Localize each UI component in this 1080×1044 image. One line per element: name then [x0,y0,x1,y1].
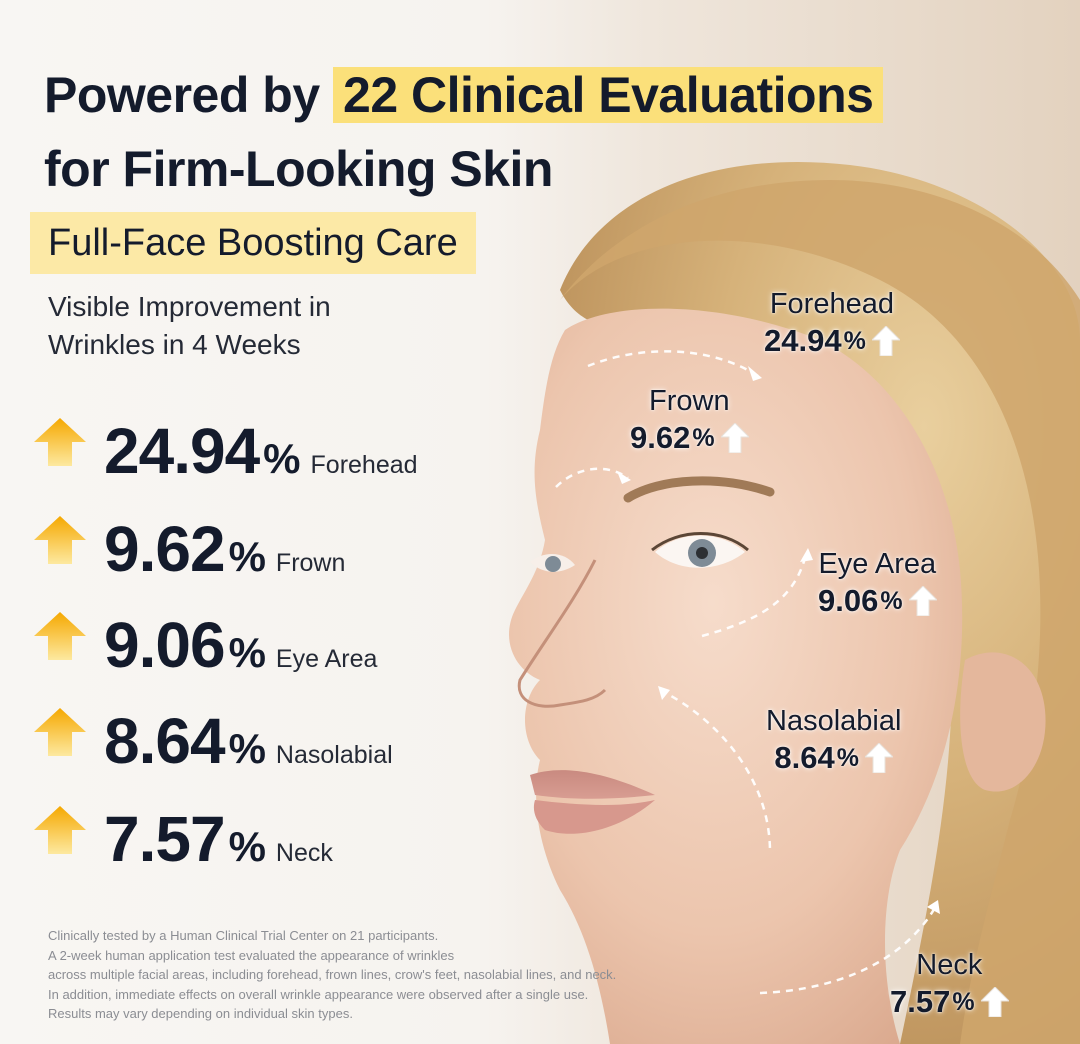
headline: Powered by 22 Clinical Evaluations for F… [44,58,884,206]
stat-label: Eye Area [275,645,378,673]
clinical-disclaimer: Clinically tested by a Human Clinical Tr… [48,926,708,1024]
up-arrow-icon [34,418,86,466]
stat-label: Neck [275,839,333,867]
headline-line-1: Powered by 22 Clinical Evaluations [44,58,884,132]
callout-name: Nasolabial [766,705,902,737]
callout-frown: Frown 9.62% [630,384,749,458]
stat-label: Nasolabial [275,741,393,769]
stat-frown: 9.62% Frown [34,512,346,585]
up-arrow-icon [34,516,86,564]
up-arrow-icon [34,806,86,854]
headline-line-2: for Firm-Looking Skin [44,141,553,197]
stat-value: 9.06 [104,609,226,681]
footnote-line: Results may vary depending on individual… [48,1006,353,1021]
stat-value: 7.57 [104,803,226,875]
footnote-line: In addition, immediate effects on overal… [48,986,589,1002]
callout-name: Frown [649,385,730,417]
improvement-description: Visible Improvement in Wrinkles in 4 Wee… [48,288,331,364]
callout-forehead: Forehead 24.94% [764,287,900,361]
white-up-arrow-icon [865,743,893,773]
callout-unit: % [880,587,903,615]
callout-value: 9.06 [818,583,879,618]
stat-nasolabial: 8.64% Nasolabial [34,704,393,777]
callout-unit: % [692,424,715,452]
white-up-arrow-icon [720,423,749,453]
up-arrow-icon [34,612,86,660]
stat-unit: % [228,533,266,580]
footnote-line: Clinically tested by a Human Clinical Tr… [48,928,439,943]
callout-unit: % [952,988,975,1016]
stat-unit: % [228,629,266,676]
headline-prefix: Powered by [44,67,320,123]
callout-nasolabial: Nasolabial 8.64% [766,704,901,778]
footnote-line: A 2-week human application test evaluate… [48,947,455,963]
callout-neck: Neck 7.57% [890,948,1009,1022]
stat-value: 8.64 [104,705,226,777]
callout-value: 9.62 [630,420,691,455]
stat-neck: 7.57% Neck [34,802,333,875]
headline-highlight: 22 Clinical Evaluations [333,67,884,123]
stat-unit: % [263,435,301,482]
stat-label: Forehead [310,451,418,479]
stat-eye-area: 9.06% Eye Area [34,608,378,681]
kicker-line-2: Wrinkles in 4 Weeks [48,329,301,360]
white-up-arrow-icon [871,326,900,356]
callout-value: 24.94 [764,323,842,358]
callout-name: Neck [916,949,983,981]
subtitle-banner: Full-Face Boosting Care [30,212,476,274]
subtitle-text: Full-Face Boosting Care [48,221,458,264]
callout-eye-area: Eye Area 9.06% [818,547,937,621]
white-up-arrow-icon [980,987,1009,1017]
stat-unit: % [228,725,266,772]
white-up-arrow-icon [908,586,937,616]
kicker-line-1: Visible Improvement in [48,291,331,322]
callout-name: Eye Area [818,548,937,580]
stat-value: 24.94 [104,415,260,487]
stat-forehead: 24.94% Forehead [34,414,418,487]
stat-unit: % [228,823,266,870]
callout-name: Forehead [769,288,894,320]
callout-unit: % [843,327,866,355]
callout-unit: % [836,744,859,772]
footnote-line: across multiple facial areas, including … [48,967,617,982]
callout-value: 7.57 [890,984,951,1019]
stat-label: Frown [275,549,346,577]
stat-value: 9.62 [104,513,226,585]
callout-value: 8.64 [774,740,835,775]
up-arrow-icon [34,708,86,756]
